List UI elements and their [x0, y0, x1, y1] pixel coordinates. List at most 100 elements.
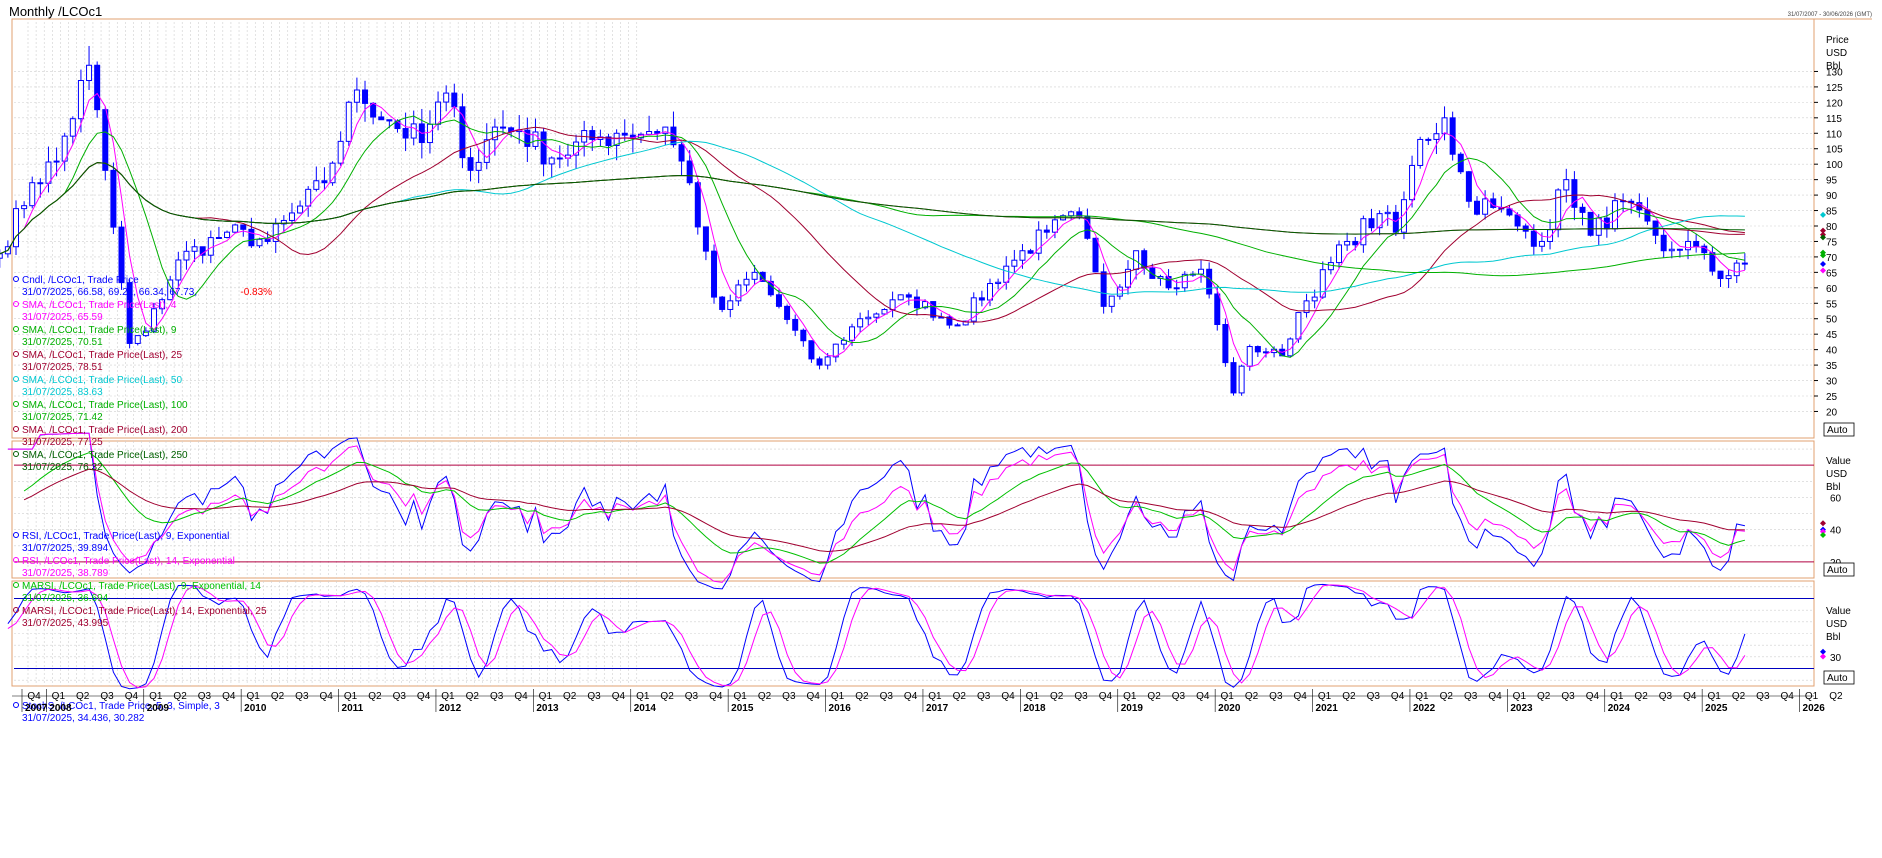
date-range: 31/07/2007 - 30/06/2026 (GMT)	[1787, 12, 1872, 18]
candle-down	[905, 294, 912, 298]
candle-down	[808, 340, 815, 360]
candle-up	[995, 281, 1002, 285]
price-tick-label: 120	[1826, 98, 1843, 109]
candle-up	[0, 253, 3, 259]
year-label: 2025	[1705, 703, 1728, 714]
price-legend-value: 31/07/2025, 78.51	[22, 362, 103, 373]
price-marker	[1820, 234, 1826, 241]
candle-up	[232, 224, 239, 233]
quarter-label: Q3	[1561, 691, 1575, 702]
candle-up	[573, 141, 580, 156]
price-tick-label: 35	[1826, 361, 1838, 372]
sma-9-line	[31, 115, 1746, 358]
candle-down	[1262, 351, 1269, 354]
stoch-axis-header-0: Value	[1826, 606, 1851, 617]
quarter-label: Q1	[246, 691, 260, 702]
candle-up	[922, 301, 929, 309]
quarter-label: Q4	[709, 691, 723, 702]
rsi-legend-bullet	[13, 607, 19, 613]
quarter-label: Q3	[880, 691, 894, 702]
candle-up	[532, 131, 539, 147]
quarter-label: Q3	[1659, 691, 1673, 702]
candle-down	[1084, 216, 1091, 239]
candle-up	[1433, 133, 1440, 140]
candle-up	[735, 284, 742, 302]
stoch-axis-header-2: Bbl	[1826, 632, 1840, 643]
candle-up	[13, 208, 19, 248]
price-tick-label: 125	[1826, 83, 1843, 94]
quarter-label: Q2	[76, 691, 90, 702]
rsi-axis-header-1: USD	[1826, 469, 1847, 480]
candle-up	[1563, 179, 1570, 191]
price-legend-label: SMA, /LCOc1, Trade Price(Last), 250	[22, 450, 188, 461]
candle-down	[1741, 262, 1748, 265]
quarter-label: Q2	[1245, 691, 1259, 702]
candle-down	[621, 132, 628, 136]
candle-up	[832, 343, 839, 358]
quarter-label: Q1	[1415, 691, 1429, 702]
year-label: 2014	[634, 703, 657, 714]
quarter-label: Q3	[977, 691, 991, 702]
rsi-marker	[1820, 531, 1826, 538]
price-tick-label: 50	[1826, 315, 1838, 326]
candle-up	[337, 140, 344, 164]
candle-down	[1206, 268, 1213, 295]
quarter-label: Q2	[1050, 691, 1064, 702]
candle-up	[1384, 211, 1391, 215]
candle-down	[1522, 225, 1529, 232]
price-tick-label: 45	[1826, 330, 1838, 341]
year-label: 2023	[1510, 703, 1533, 714]
price-legend-bullet	[13, 401, 19, 407]
stoch-marker	[1820, 648, 1826, 655]
candle-up	[1246, 346, 1253, 367]
candle-down	[1214, 293, 1221, 326]
candle-up	[1668, 248, 1675, 252]
quarter-label: Q1	[441, 691, 455, 702]
sma-25-line	[80, 126, 1745, 323]
candle-up	[159, 299, 166, 310]
rsi-axis-header-0: Value	[1826, 456, 1851, 467]
candle-up	[345, 101, 352, 142]
year-label: 2012	[439, 703, 462, 714]
candle-up	[824, 356, 831, 366]
chart-title: Monthly /LCOc1	[9, 4, 103, 19]
candle-down	[1587, 211, 1594, 236]
candle-down	[240, 224, 247, 230]
quarter-label: Q3	[295, 691, 309, 702]
quarter-label: Q4	[807, 691, 821, 702]
price-legend-bullet	[13, 451, 19, 457]
candles	[0, 45, 1748, 396]
quarter-label: Q2	[271, 691, 285, 702]
candle-up	[889, 299, 896, 311]
year-label: 2020	[1218, 703, 1241, 714]
year-label: 2019	[1121, 703, 1144, 714]
price-legend-bullet	[13, 301, 19, 307]
rsi-legend-bullet	[13, 557, 19, 563]
quarter-label: Q3	[1464, 691, 1478, 702]
quarter-label: Q2	[953, 691, 967, 702]
candle-down	[37, 182, 44, 185]
candle-up	[1173, 287, 1180, 290]
candle-up	[1287, 338, 1294, 357]
candle-down	[1222, 324, 1229, 364]
year-label: 2015	[731, 703, 754, 714]
candle-down	[126, 282, 133, 344]
price-tick-label: 60	[1826, 284, 1838, 295]
candle-down	[1530, 230, 1537, 247]
price-axis-header-2: Bbl	[1826, 61, 1840, 72]
year-label: 2021	[1316, 703, 1339, 714]
rsi-panel-frame	[11, 440, 1815, 579]
candle-up	[183, 250, 190, 261]
price-tick-label: 80	[1826, 222, 1838, 233]
candle-up	[69, 118, 76, 137]
quarter-label: Q4	[904, 691, 918, 702]
year-label: 2022	[1413, 703, 1436, 714]
price-legend-label: SMA, /LCOc1, Trade Price(Last), 50	[22, 375, 182, 386]
candle-down	[321, 180, 328, 184]
grid-lines	[14, 22, 1814, 686]
candle-down	[946, 316, 953, 326]
quarter-label: Q3	[1172, 691, 1186, 702]
candle-down	[605, 136, 612, 147]
candle-down	[1076, 211, 1083, 218]
